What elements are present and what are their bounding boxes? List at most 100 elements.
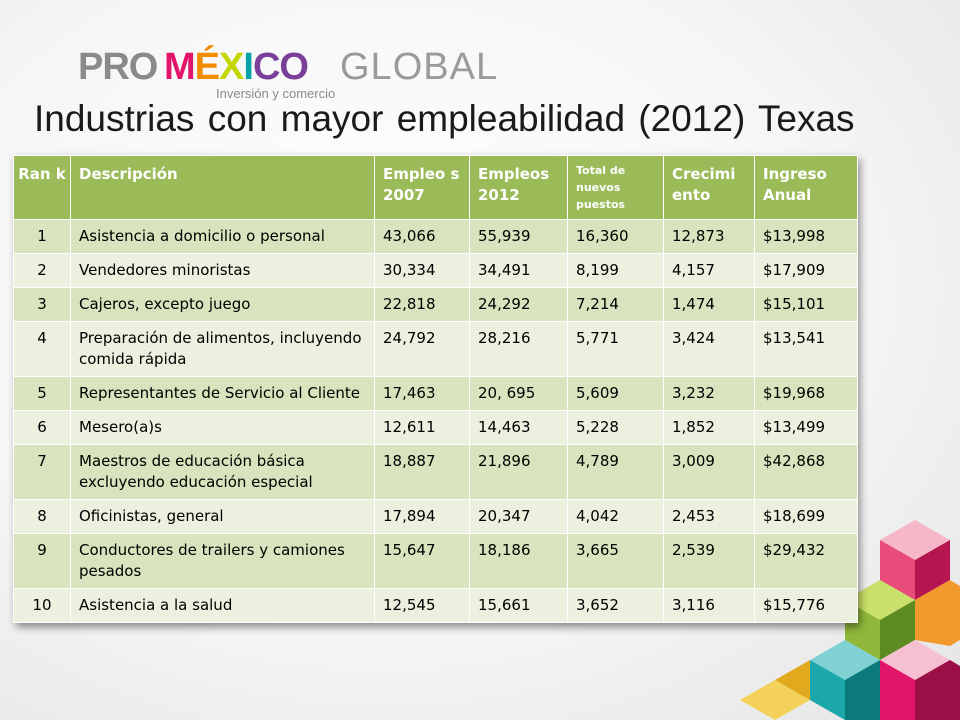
logo-global-text: GLOBAL [340, 46, 499, 88]
cell-employment-2007: 17,894 [374, 499, 470, 534]
logo-mexico-letter: I [243, 46, 254, 88]
cell-description: Oficinistas, general [70, 499, 375, 534]
cell-growth: 3,232 [663, 376, 755, 411]
table-header-row: Ran k Descripción Empleo s 2007 Empleos … [13, 155, 858, 220]
cell-new-jobs: 4,042 [567, 499, 664, 534]
cell-employment-2012: 21,896 [469, 444, 568, 500]
table-row: 9 Conductores de trailers y camiones pes… [13, 533, 858, 589]
logo-mexico-letter: M [164, 46, 196, 88]
cell-rank: 10 [13, 588, 71, 623]
table-row: 6 Mesero(a)s 12,611 14,463 5,228 1,852 $… [13, 410, 858, 445]
promexico-global-logo: PRO MÉXICO GLOBAL Inversión y comercio [78, 44, 498, 104]
cell-growth: 1,474 [663, 287, 755, 322]
logo-tagline: Inversión y comercio [216, 86, 336, 101]
header-annual-income: Ingreso Anual [754, 155, 858, 220]
cell-employment-2012: 15,661 [469, 588, 568, 623]
cell-employment-2012: 18,186 [469, 533, 568, 589]
cell-growth: 12,873 [663, 219, 755, 254]
header-new-jobs: Total de nuevos puestos [567, 155, 664, 220]
logo-mexico-letter: X [219, 46, 244, 88]
cell-rank: 1 [13, 219, 71, 254]
cell-annual-income: $13,541 [754, 321, 858, 377]
cell-description: Preparación de alimentos, incluyendo com… [70, 321, 375, 377]
cell-rank: 4 [13, 321, 71, 377]
cell-growth: 3,009 [663, 444, 755, 500]
table-row: 5 Representantes de Servicio al Cliente … [13, 376, 858, 411]
cell-rank: 3 [13, 287, 71, 322]
employment-table: Ran k Descripción Empleo s 2007 Empleos … [13, 155, 858, 623]
table-row: 3 Cajeros, excepto juego 22,818 24,292 7… [13, 287, 858, 322]
cell-annual-income: $42,868 [754, 444, 858, 500]
cell-annual-income: $13,998 [754, 219, 858, 254]
cell-employment-2012: 34,491 [469, 253, 568, 288]
cell-new-jobs: 7,214 [567, 287, 664, 322]
cell-new-jobs: 5,771 [567, 321, 664, 377]
cell-description: Vendedores minoristas [70, 253, 375, 288]
cell-employment-2012: 24,292 [469, 287, 568, 322]
cell-description: Maestros de educación básica excluyendo … [70, 444, 375, 500]
cell-description: Cajeros, excepto juego [70, 287, 375, 322]
slide-title: Industrias con mayor empleabilidad (2012… [34, 98, 855, 139]
cell-annual-income: $29,432 [754, 533, 858, 589]
cell-annual-income: $13,499 [754, 410, 858, 445]
cell-new-jobs: 16,360 [567, 219, 664, 254]
cell-growth: 3,424 [663, 321, 755, 377]
table-row: 2 Vendedores minoristas 30,334 34,491 8,… [13, 253, 858, 288]
cell-employment-2007: 43,066 [374, 219, 470, 254]
table-row: 10 Asistencia a la salud 12,545 15,661 3… [13, 588, 858, 623]
logo-mexico-letter: É [194, 46, 220, 88]
cell-annual-income: $15,101 [754, 287, 858, 322]
cell-new-jobs: 3,665 [567, 533, 664, 589]
header-description: Descripción [70, 155, 375, 220]
header-growth: Crecimi ento [663, 155, 755, 220]
cell-employment-2012: 14,463 [469, 410, 568, 445]
cell-growth: 4,157 [663, 253, 755, 288]
cell-employment-2007: 30,334 [374, 253, 470, 288]
table-row: 1 Asistencia a domicilio o personal 43,0… [13, 219, 858, 254]
cell-employment-2007: 18,887 [374, 444, 470, 500]
header-employment-2012: Empleos 2012 [469, 155, 568, 220]
cell-growth: 1,852 [663, 410, 755, 445]
logo-mexico-text: MÉXICO [164, 46, 309, 89]
cell-annual-income: $17,909 [754, 253, 858, 288]
cell-description: Mesero(a)s [70, 410, 375, 445]
table-row: 8 Oficinistas, general 17,894 20,347 4,0… [13, 499, 858, 534]
cell-growth: 2,453 [663, 499, 755, 534]
header-employment-2007: Empleo s 2007 [374, 155, 470, 220]
cell-rank: 6 [13, 410, 71, 445]
table-row: 4 Preparación de alimentos, incluyendo c… [13, 321, 858, 377]
employment-table-container: Ran k Descripción Empleo s 2007 Empleos … [13, 155, 858, 623]
cell-employment-2007: 12,611 [374, 410, 470, 445]
cell-employment-2012: 20,347 [469, 499, 568, 534]
cell-annual-income: $19,968 [754, 376, 858, 411]
cell-employment-2007: 17,463 [374, 376, 470, 411]
cell-rank: 2 [13, 253, 71, 288]
cell-rank: 5 [13, 376, 71, 411]
cell-annual-income: $18,699 [754, 499, 858, 534]
logo-pro-text: PRO [78, 46, 158, 88]
cell-new-jobs: 3,652 [567, 588, 664, 623]
cell-employment-2012: 28,216 [469, 321, 568, 377]
cell-growth: 2,539 [663, 533, 755, 589]
cell-rank: 7 [13, 444, 71, 500]
cell-employment-2012: 20, 695 [469, 376, 568, 411]
logo-mexico-letter: CO [252, 46, 309, 88]
cell-annual-income: $15,776 [754, 588, 858, 623]
cell-description: Representantes de Servicio al Cliente [70, 376, 375, 411]
table-row: 7 Maestros de educación básica excluyend… [13, 444, 858, 500]
cell-description: Asistencia a la salud [70, 588, 375, 623]
cell-new-jobs: 5,609 [567, 376, 664, 411]
cell-new-jobs: 8,199 [567, 253, 664, 288]
cell-growth: 3,116 [663, 588, 755, 623]
decorative-cubes-graphic [740, 520, 960, 720]
cell-employment-2007: 22,818 [374, 287, 470, 322]
header-rank: Ran k [13, 155, 71, 220]
cell-new-jobs: 5,228 [567, 410, 664, 445]
cell-description: Conductores de trailers y camiones pesad… [70, 533, 375, 589]
cell-employment-2007: 24,792 [374, 321, 470, 377]
cell-new-jobs: 4,789 [567, 444, 664, 500]
cell-rank: 9 [13, 533, 71, 589]
cell-employment-2012: 55,939 [469, 219, 568, 254]
cell-rank: 8 [13, 499, 71, 534]
cell-description: Asistencia a domicilio o personal [70, 219, 375, 254]
